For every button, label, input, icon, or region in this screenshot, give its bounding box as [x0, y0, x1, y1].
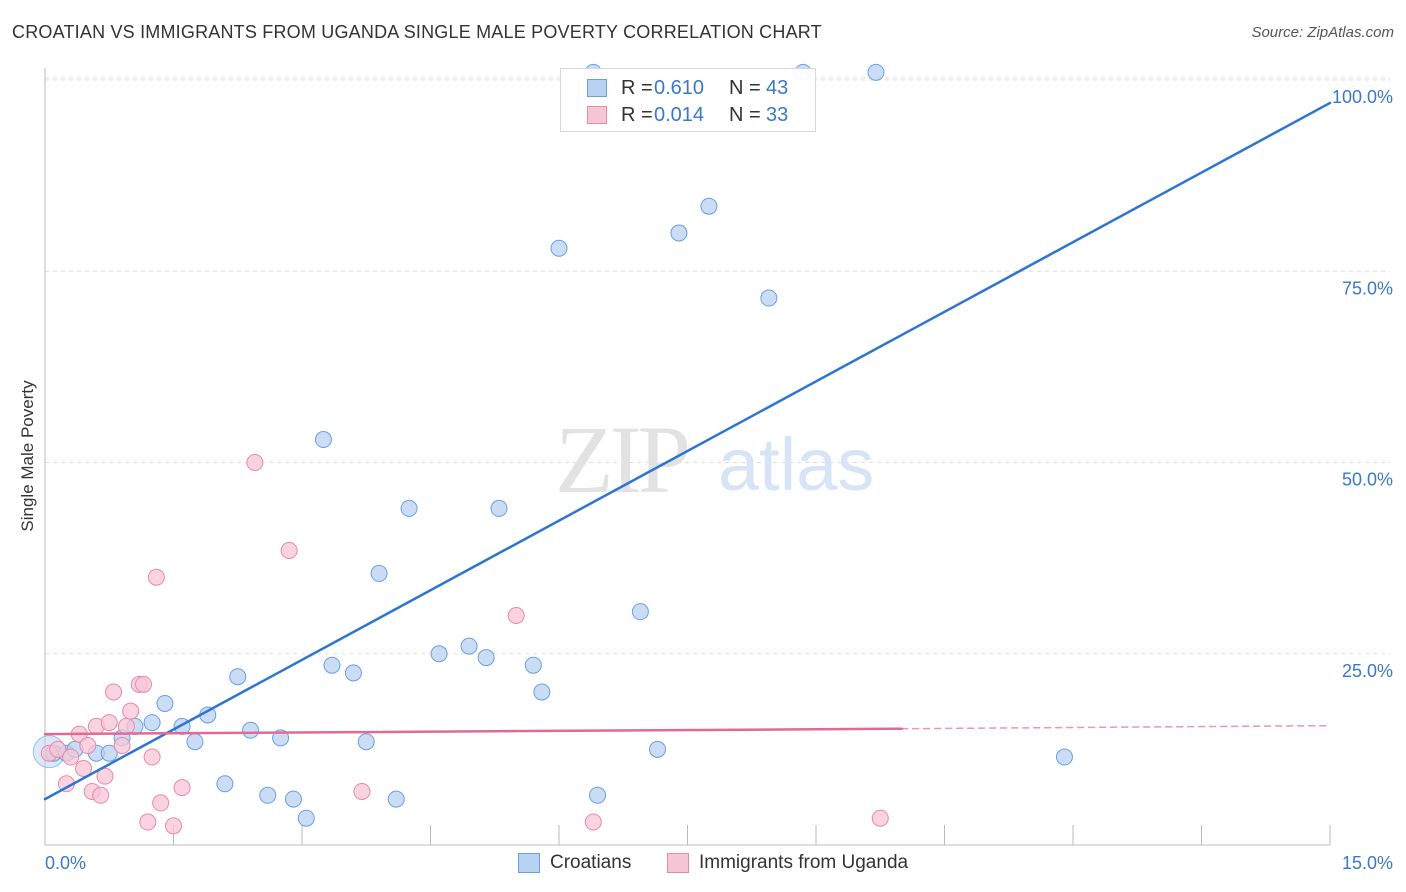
x-tick-label-min: 0.0%: [45, 853, 86, 873]
y-tick-label: 75.0%: [1342, 278, 1393, 298]
grid-layer: [45, 77, 1390, 655]
croatian-point: [242, 721, 260, 739]
uganda-point: [75, 760, 93, 777]
legend-n-value: 33: [766, 104, 789, 126]
croatian-point: [357, 733, 375, 751]
uganda-point: [122, 702, 140, 720]
croatian-point: [550, 239, 568, 257]
uganda-point: [871, 809, 889, 827]
croatian-point: [186, 733, 204, 751]
legend-bottom-label-croatians: Croatians: [550, 852, 632, 873]
uganda-point: [117, 717, 135, 735]
y-axis-label: Single Male Poverty: [18, 380, 37, 532]
legend-bottom-swatch-croatians: [518, 853, 540, 873]
chart-title: CROATIAN VS IMMIGRANTS FROM UGANDA SINGL…: [12, 22, 822, 42]
croatian-point: [867, 63, 885, 81]
uganda-point: [79, 737, 97, 755]
trend-layer: [43, 101, 1332, 801]
croatian-point: [430, 645, 448, 663]
croatian-point: [216, 775, 234, 793]
croatian-point: [400, 499, 418, 517]
croatian-point: [344, 664, 362, 682]
croatian-point: [477, 649, 495, 667]
uganda-point: [173, 779, 191, 797]
uganda-point: [353, 782, 371, 800]
x-tick-label-max: 15.0%: [1342, 853, 1393, 873]
croatian-point: [314, 431, 332, 449]
legend-r-value: 0.014: [654, 104, 705, 126]
uganda-point: [165, 817, 182, 835]
legend-n-label: N =: [729, 77, 761, 99]
uganda-point: [100, 714, 118, 732]
y-tick-label: 100.0%: [1332, 87, 1393, 107]
uganda-point: [96, 767, 114, 785]
croatian-point: [760, 289, 778, 307]
croatian-point: [297, 809, 315, 827]
uganda-point: [139, 813, 157, 831]
croatian-point: [649, 740, 667, 758]
croatian-point: [387, 790, 405, 808]
uganda-point: [143, 748, 161, 766]
watermark-zip: ZIP: [555, 406, 688, 513]
croatian-point: [229, 668, 247, 686]
legend-swatch-uganda: [587, 106, 607, 124]
y-tick-label: 25.0%: [1342, 661, 1393, 681]
y-tick-label: 50.0%: [1342, 470, 1393, 490]
uganda-point: [584, 813, 602, 831]
source-label: Source: ZipAtlas.com: [1251, 24, 1394, 41]
uganda-trendline: [900, 724, 1331, 730]
uganda-point: [280, 541, 298, 559]
croatian-point: [100, 744, 118, 762]
croatian-point: [490, 499, 508, 517]
croatian-point: [631, 603, 649, 621]
croatian-point: [460, 637, 478, 655]
croatian-point: [670, 224, 688, 242]
uganda-point: [92, 786, 110, 804]
legend-r-label: R =: [621, 104, 653, 126]
legend-swatch-croatians: [587, 79, 607, 97]
legend-n-value: 43: [766, 77, 789, 99]
uganda-point: [147, 568, 165, 586]
axis-layer: 25.0% 50.0% 75.0% 100.0% 0.0% 15.0%: [44, 68, 1393, 873]
croatian-point: [524, 656, 542, 674]
uganda-point: [507, 607, 525, 624]
legend-row-uganda: R = 0.014 N = 33: [561, 102, 815, 128]
legend-bottom-label-uganda: Immigrants from Uganda: [699, 852, 909, 873]
croatian-point: [259, 786, 277, 804]
croatian-point: [284, 790, 302, 808]
uganda-trendline: [43, 727, 903, 736]
croatian-point: [1055, 748, 1073, 766]
legend-r-value: 0.610: [654, 77, 705, 99]
points-layer: [32, 63, 1073, 835]
watermark-atlas: atlas: [718, 423, 874, 506]
uganda-point: [246, 454, 264, 471]
legend-bottom-swatch-uganda: [667, 853, 689, 873]
legend-stats: R = 0.610 N = 43 R = 0.014 N = 33: [560, 68, 816, 132]
croatian-point: [272, 729, 290, 747]
uganda-point: [135, 675, 153, 693]
uganda-point: [62, 748, 80, 766]
legend-r-label: R =: [621, 77, 653, 99]
croatian-point: [589, 786, 607, 804]
croatian-point: [156, 694, 174, 712]
uganda-point: [113, 737, 131, 755]
croatian-point: [323, 656, 341, 674]
legend-row-croatians: R = 0.610 N = 43: [561, 75, 815, 101]
uganda-point: [152, 794, 170, 812]
legend-n-label: N =: [729, 104, 761, 126]
croatian-point: [143, 714, 161, 732]
croatian-point: [370, 564, 388, 582]
croatians-trendline: [43, 101, 1332, 801]
uganda-point: [105, 683, 123, 701]
uganda-point: [49, 740, 67, 758]
croatian-point: [533, 683, 551, 701]
watermark: ZIP atlas: [555, 406, 874, 513]
croatian-point: [700, 197, 718, 215]
